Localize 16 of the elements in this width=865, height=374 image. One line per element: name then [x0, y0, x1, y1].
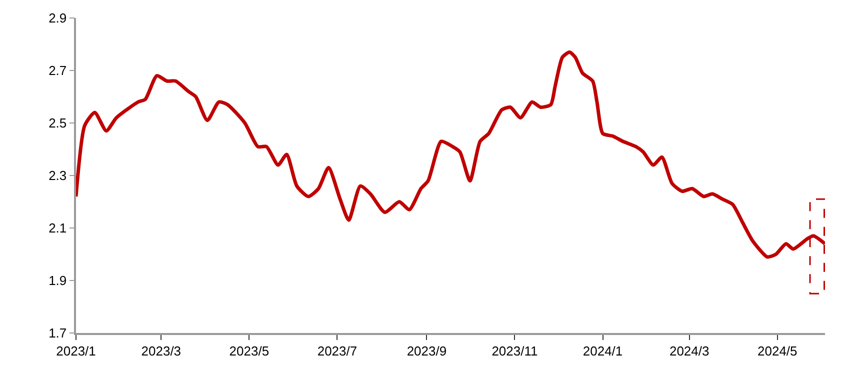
y-tick-label: 1.9: [48, 273, 67, 288]
y-tick-label: 2.1: [48, 220, 67, 236]
x-tick-label: 2023/9: [406, 343, 447, 358]
y-tick-label: 2.9: [48, 10, 67, 26]
x-tick-label: 2024/3: [669, 343, 710, 358]
x-tick-label: 2023/3: [141, 343, 182, 358]
x-tick-label: 2024/1: [582, 343, 623, 358]
x-tick-label: 2024/5: [757, 343, 798, 358]
y-tick-label: 2.3: [48, 168, 67, 184]
x-tick-label: 2023/1: [56, 343, 96, 358]
y-tick-label: 2.7: [48, 63, 67, 78]
y-tick-label: 2.5: [48, 116, 67, 131]
x-tick-label: 2023/7: [317, 343, 358, 358]
x-tick-label: 2023/5: [229, 343, 270, 358]
x-tick-label: 2023/11: [492, 343, 538, 358]
y-tick-label: 1.7: [48, 326, 67, 341]
